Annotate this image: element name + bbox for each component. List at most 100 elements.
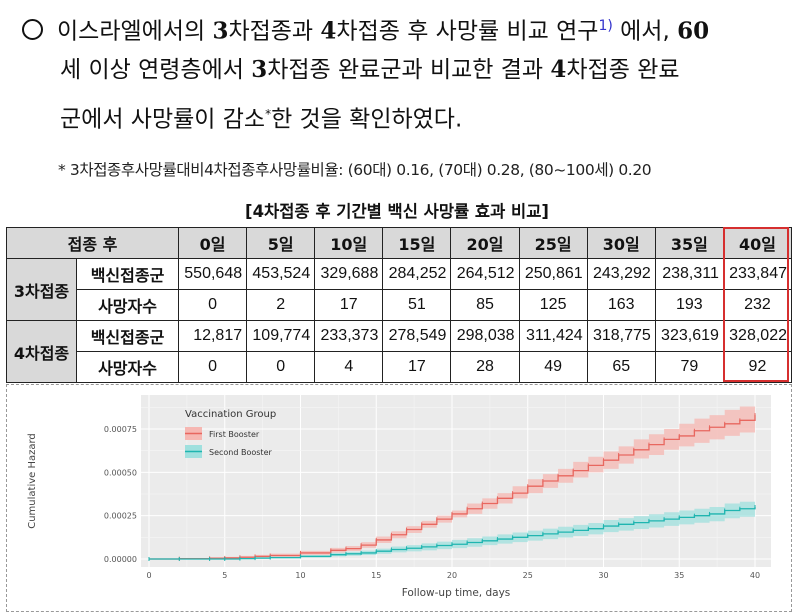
text-number: 4: [550, 56, 567, 83]
table-cell: 12,817: [178, 320, 248, 352]
text-segment: 차접종과: [228, 18, 321, 45]
x-tick-label: 20: [447, 571, 457, 580]
text-number: 4: [320, 17, 337, 45]
table-cell: 28: [450, 351, 520, 383]
table-row: 4차접종 백신접종군 12,817 109,774 233,373 278,54…: [6, 320, 793, 383]
x-axis-label: Follow-up time, days: [402, 587, 511, 599]
column-header: 10일: [314, 227, 384, 259]
column-header: 35일: [654, 227, 724, 259]
column-header: 40일: [722, 227, 793, 259]
row-label: 사망자수: [75, 289, 180, 321]
text-segment: 세 이상 연령층에서: [60, 57, 252, 83]
y-tick-label: 0.00025: [104, 512, 137, 521]
table-cell: 17: [314, 289, 384, 321]
table-cell: 193: [654, 289, 724, 321]
column-header: 30일: [586, 227, 656, 259]
text-segment: 이스라엘에서의: [57, 18, 213, 45]
text-segment: 차접종 완료: [566, 57, 680, 83]
table-cell: 65: [586, 351, 656, 383]
group-label: 3차접종: [6, 258, 77, 321]
table-cell: 125: [518, 289, 588, 321]
table-row: 사망자수 0 2 17 51 85 125 163 193 232: [7, 289, 793, 321]
text-segment: 차접종 완료군과 비교한 결과: [267, 57, 551, 83]
footnote-reference-link[interactable]: 1): [598, 18, 613, 34]
table-caption: [4차접종 후 기간별 백신 사망률 효과 비교]: [245, 202, 549, 221]
table-cell: 163: [586, 289, 656, 321]
text-number: 3: [251, 56, 268, 83]
y-tick-label: 0.00000: [104, 555, 137, 564]
table-cell: 264,512: [450, 258, 520, 290]
column-header: 20일: [450, 227, 520, 259]
table-cell: 0: [246, 351, 316, 383]
x-tick-label: 30: [598, 571, 608, 580]
text-segment: 한 것을 확인하였다.: [271, 106, 463, 133]
y-tick-label: 0.00075: [104, 425, 137, 434]
table-cell: 233,373: [314, 320, 384, 352]
table-row: 사망자수 0 0 4 17 28 49 65 79 92: [7, 351, 793, 383]
x-tick-label: 5: [222, 571, 227, 580]
table-cell: 0: [178, 351, 248, 383]
column-header: 15일: [382, 227, 452, 259]
group-label: 4차접종: [6, 320, 77, 383]
series-lines: [148, 413, 756, 561]
table-cell: 85: [450, 289, 520, 321]
table-cell: 311,424: [518, 320, 588, 352]
legend-title: Vaccination Group: [185, 409, 276, 420]
corner-header: 접종 후: [5, 227, 180, 259]
table-cell: 51: [382, 289, 452, 321]
x-tick-label: 25: [523, 571, 533, 580]
row-label: 사망자수: [75, 351, 180, 383]
band-first-booster: [149, 403, 755, 559]
band-second-booster: [149, 500, 755, 559]
axis-ticks: 0 5 10 15 20 25 30 35 40 0.00000 0.00025 0.00050 0.0…: [104, 425, 760, 580]
legend-label-first-booster: First Booster: [209, 430, 260, 439]
chart-container: 0 5 10 15 20 25 30 35 40 0.00000 0.00025 0.00050 0.0…: [6, 384, 792, 612]
table-cell: 17: [382, 351, 452, 383]
text-segment: 에서,: [612, 18, 678, 45]
table-cell: 329,688: [314, 258, 384, 290]
table-cell: 4: [314, 351, 384, 383]
paragraph-line-3: 군에서 사망률이 감소*한 것을 확인하였다.: [22, 92, 792, 136]
table-cell: 453,524: [246, 258, 316, 290]
table-cell: 298,038: [450, 320, 520, 352]
text-segment: 군에서 사망률이 감소: [60, 106, 266, 133]
paragraph-line-1: 이스라엘에서의 3차접종과 4차접종 후 사망률 비교 연구1) 에서, 60: [22, 4, 792, 48]
table-row: 3차접종 백신접종군 550,648 453,524 329,688 284,2…: [6, 258, 793, 321]
table-cell: 238,311: [654, 258, 724, 290]
table-cell: 0: [178, 289, 248, 321]
row-label: 백신접종군: [75, 320, 180, 352]
x-tick-label: 15: [371, 571, 381, 580]
table-cell: 92: [722, 351, 793, 383]
text-number: 3: [212, 17, 229, 45]
table-cell: 318,775: [586, 320, 656, 352]
footnote-ratio-note: * 3차접종후사망률대비4차접종후사망률비율: (60대) 0.16, (70대…: [58, 161, 652, 179]
cumulative-hazard-chart: 0 5 10 15 20 25 30 35 40 0.00000 0.00025 0.00050 0.0…: [27, 395, 771, 599]
chart-legend: Vaccination Group First Booster Second B…: [185, 409, 276, 458]
confidence-bands: [149, 403, 755, 559]
intro-paragraph: 이스라엘에서의 3차접종과 4차접종 후 사망률 비교 연구1) 에서, 60 …: [22, 4, 792, 136]
table-cell: 550,648: [178, 258, 248, 290]
text-number: 60: [677, 17, 710, 45]
table-cell: 278,549: [382, 320, 452, 352]
legend-label-second-booster: Second Booster: [209, 448, 272, 457]
footnote-star: *: [265, 107, 272, 121]
x-tick-label: 10: [295, 571, 305, 580]
x-tick-label: 0: [146, 571, 151, 580]
table-cell: 284,252: [382, 258, 452, 290]
table-cell: 233,847: [722, 258, 793, 290]
table-cell: 232: [722, 289, 793, 321]
row-label: 백신접종군: [75, 258, 180, 290]
x-tick-label: 35: [674, 571, 684, 580]
paragraph-line-2: 세 이상 연령층에서 3차접종 완료군과 비교한 결과 4차접종 완료: [22, 48, 792, 92]
plot-panel: [141, 395, 771, 567]
table-cell: 2: [246, 289, 316, 321]
column-header: 5일: [246, 227, 316, 259]
table-cell: 250,861: [518, 258, 588, 290]
table-header-row: 접종 후 0일 5일 10일 15일 20일 25일 30일 35일 40일: [5, 227, 793, 259]
table-cell: 109,774: [246, 320, 316, 352]
y-axis-label: Cumulative Hazard: [27, 433, 38, 529]
column-header: 25일: [518, 227, 588, 259]
table-cell: 323,619: [654, 320, 724, 352]
text-segment: 차접종 후 사망률 비교 연구: [336, 18, 599, 45]
table-cell: 49: [518, 351, 588, 383]
